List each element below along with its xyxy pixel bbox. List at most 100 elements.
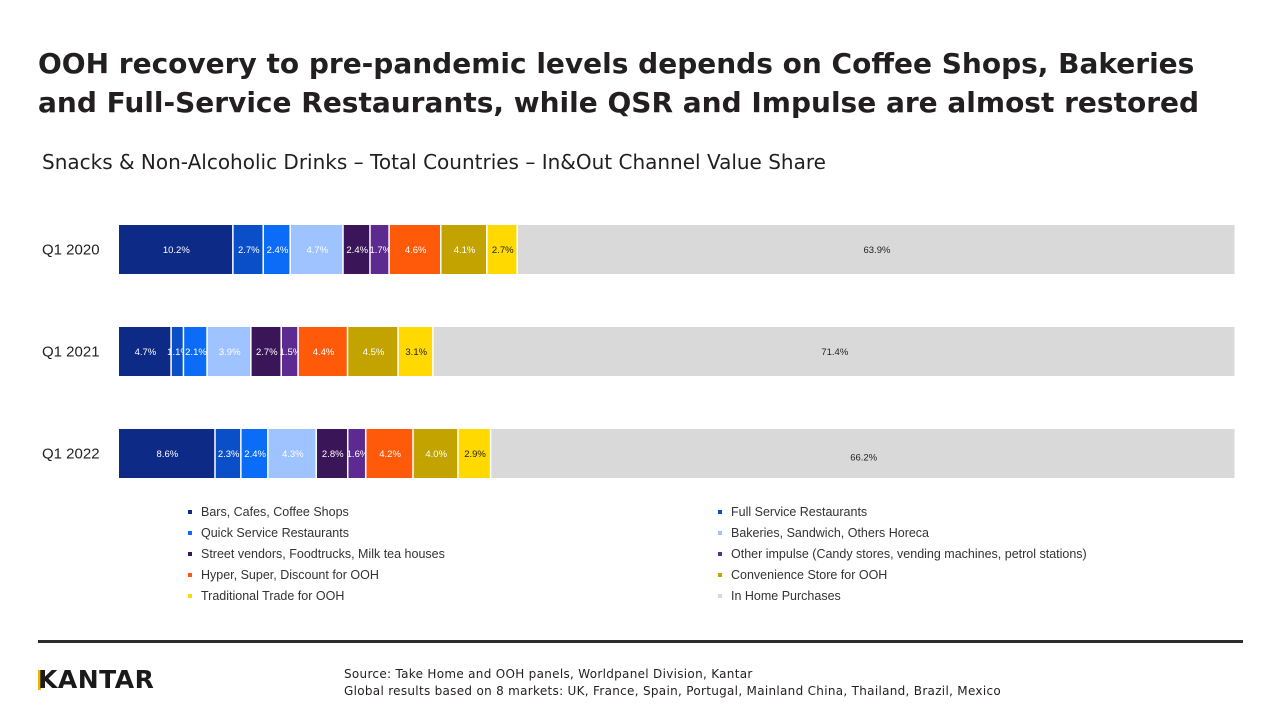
bar-segment [251,327,281,376]
logo-accent-bar [38,670,41,690]
category-label: Q1 2022 [42,446,100,463]
data-label: 10.2% [163,245,190,256]
legend-item: Traditional Trade for OOH [188,587,718,604]
bar-segment [370,225,389,274]
data-label: 3.9% [219,347,241,358]
bar-segment [433,327,1235,376]
bar-segment [441,225,487,274]
data-label: 2.4% [346,245,368,256]
data-label: 4.6% [405,245,427,256]
data-label: 2.7% [238,245,260,256]
legend-swatch [188,509,192,514]
data-label: 4.3% [282,449,304,460]
bar-segment [343,225,370,274]
source-note: Source: Take Home and OOH panels, Worldp… [344,666,1001,700]
bar-segment [316,429,347,478]
bar-segment [281,327,298,376]
legend-swatch [718,572,722,577]
bar-segment [517,225,1235,274]
legend-label: Other impulse (Candy stores, vending mac… [731,546,1087,561]
bar-segment [487,225,517,274]
legend-swatch [188,572,192,577]
bar-segment [366,429,413,478]
bar-segment [184,327,207,376]
data-label: 4.4% [313,347,335,358]
bar-segment [119,327,171,376]
bar-segment [491,429,1235,478]
bar-segment [413,429,458,478]
data-label: 1.6% [347,449,369,460]
data-label: 2.1% [185,347,207,358]
stacked-bar-chart: Q1 2020 10.2% 2.7% 2.4% 4.7% 2.4% 1.7% 4.6% 4.1%… [42,225,1235,478]
data-label: 2.3% [218,449,240,460]
legend-swatch [188,551,192,556]
legend-swatch [718,530,722,535]
data-label: 1.7% [369,245,391,256]
source-line-1: Source: Take Home and OOH panels, Worldp… [344,667,753,681]
legend-item: Convenience Store for OOH [718,566,1248,583]
data-label: 4.0% [425,449,447,460]
legend-label: Quick Service Restaurants [201,525,349,540]
page-title: OOH recovery to pre-pandemic levels depe… [38,47,1200,119]
legend-item: Hyper, Super, Discount for OOH [188,566,718,583]
bar-segment [263,225,290,274]
chart-subtitle: Snacks & Non-Alcoholic Drinks – Total Co… [42,150,826,174]
legend-swatch [718,593,722,598]
source-line-2: Global results based on 8 markets: UK, F… [344,684,1002,698]
data-label: 2.9% [464,449,486,460]
data-label: 4.5% [363,347,385,358]
footer-divider [38,640,1243,643]
data-label: 66.2% [850,453,877,464]
data-label: 2.4% [267,245,289,256]
bar-segment [215,429,241,478]
legend-label: Hyper, Super, Discount for OOH [201,567,379,582]
legend-label: Bakeries, Sandwich, Others Horeca [731,525,930,540]
bar-segment [348,429,365,478]
data-label: 71.4% [821,347,848,358]
data-label: 2.4% [244,449,266,460]
bar-segment [119,225,233,274]
data-label: 1.5% [280,347,302,358]
bar-segment [348,327,398,376]
data-label: 4.7% [307,245,329,256]
data-label: 2.7% [256,347,278,358]
data-label: 1.1% [167,347,189,358]
bar-segment [398,327,433,376]
logo-text: KANTAR [38,665,155,694]
data-label: 2.7% [492,245,514,256]
legend-item: Street vendors, Foodtrucks, Milk tea hou… [188,545,718,562]
legend-label: In Home Purchases [731,588,841,603]
bar-segment [171,327,183,376]
legend-item: Quick Service Restaurants [188,524,718,541]
data-label: 4.2% [379,449,401,460]
category-label: Q1 2020 [42,242,100,259]
legend-swatch [718,509,722,514]
bar-segment [298,327,347,376]
legend-item: Bakeries, Sandwich, Others Horeca [718,524,1248,541]
kantar-logo: KANTAR [38,665,154,694]
data-label: 2.8% [322,449,344,460]
legend-swatch [188,530,192,535]
data-label: 4.7% [135,347,157,358]
bar-segment [458,429,490,478]
bar-segment [241,429,268,478]
bar-segment [268,429,316,478]
legend-swatch [188,593,192,598]
legend-label: Convenience Store for OOH [731,567,888,582]
bar-segment [290,225,343,274]
bar-segment [207,327,251,376]
legend-item: Bars, Cafes, Coffee Shops [188,503,718,520]
bar-segment [233,225,263,274]
bar-segment [389,225,441,274]
legend-item: Other impulse (Candy stores, vending mac… [718,545,1248,562]
legend-item: In Home Purchases [718,587,1248,604]
legend-label: Traditional Trade for OOH [201,588,345,603]
category-label: Q1 2021 [42,344,100,361]
legend-swatch [718,551,722,556]
bar-segment [119,429,215,478]
legend-label: Full Service Restaurants [731,504,868,519]
data-label: 3.1% [405,347,427,358]
data-label: 8.6% [157,449,179,460]
data-label: 4.1% [454,245,476,256]
legend-item: Full Service Restaurants [718,503,1248,520]
